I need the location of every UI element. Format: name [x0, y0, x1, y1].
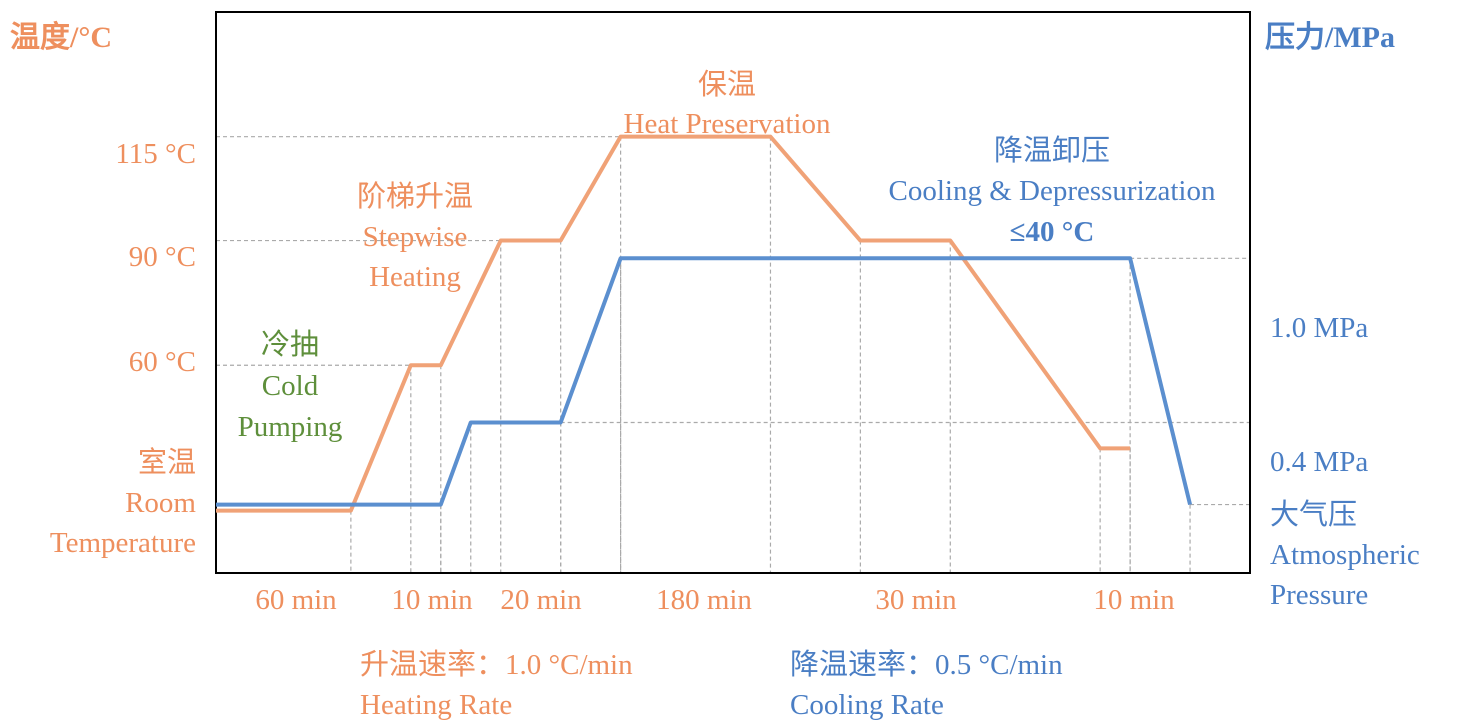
- heat-preservation-label: 保温: [698, 68, 756, 101]
- right-tick-label: Atmospheric: [1270, 539, 1420, 571]
- cooling-rate-label: 降温速率：0.5 °C/min: [790, 648, 1063, 681]
- cooling-label: Cooling & Depressurization: [888, 175, 1216, 207]
- x-segment-label: 20 min: [500, 584, 582, 616]
- stepwise-heating-label: Heating: [369, 261, 461, 293]
- right-tick-label: 1.0 MPa: [1270, 312, 1368, 344]
- right-tick-label: 大气压: [1270, 498, 1357, 531]
- heating-rate-label: 升温速率：1.0 °C/min: [360, 648, 633, 681]
- cold-pumping-label: Pumping: [238, 411, 343, 443]
- stepwise-heating-label: Stepwise: [363, 221, 468, 253]
- cold-pumping-label: Cold: [262, 370, 319, 402]
- left-tick-label: 90 °C: [129, 241, 196, 273]
- stepwise-heating-label: 阶梯升温: [357, 180, 473, 213]
- x-segment-label: 10 min: [1093, 584, 1175, 616]
- plot-frame: [215, 11, 1251, 574]
- right-tick-label: Pressure: [1270, 579, 1368, 611]
- x-segment-label: 30 min: [875, 584, 957, 616]
- x-segment-label: 10 min: [391, 584, 473, 616]
- series-group: [216, 134, 1193, 513]
- guide-lines: [216, 136, 1250, 573]
- heating-rate-label: Heating Rate: [360, 689, 512, 721]
- cooling-limit-label: ≤40 °C: [1010, 216, 1095, 248]
- temperature-line: [216, 134, 1131, 513]
- left-axis-title: 温度/°C: [10, 21, 112, 54]
- right-axis-title: 压力/MPa: [1265, 21, 1395, 54]
- left-tick-label: 室温: [138, 446, 196, 479]
- left-tick-label: Room: [125, 487, 196, 519]
- right-tick-label: 0.4 MPa: [1270, 446, 1368, 478]
- pressure-line: [216, 256, 1193, 507]
- left-tick-label: 60 °C: [129, 346, 196, 378]
- x-segment-label: 180 min: [656, 584, 752, 616]
- x-segment-label: 60 min: [255, 584, 337, 616]
- heat-preservation-label: Heat Preservation: [624, 108, 831, 140]
- left-tick-label: 115 °C: [115, 138, 196, 170]
- cold-pumping-label: 冷抽: [261, 328, 319, 361]
- cooling-label: 降温卸压: [994, 134, 1110, 167]
- left-tick-label: Temperature: [50, 527, 196, 559]
- cooling-rate-label: Cooling Rate: [790, 689, 944, 721]
